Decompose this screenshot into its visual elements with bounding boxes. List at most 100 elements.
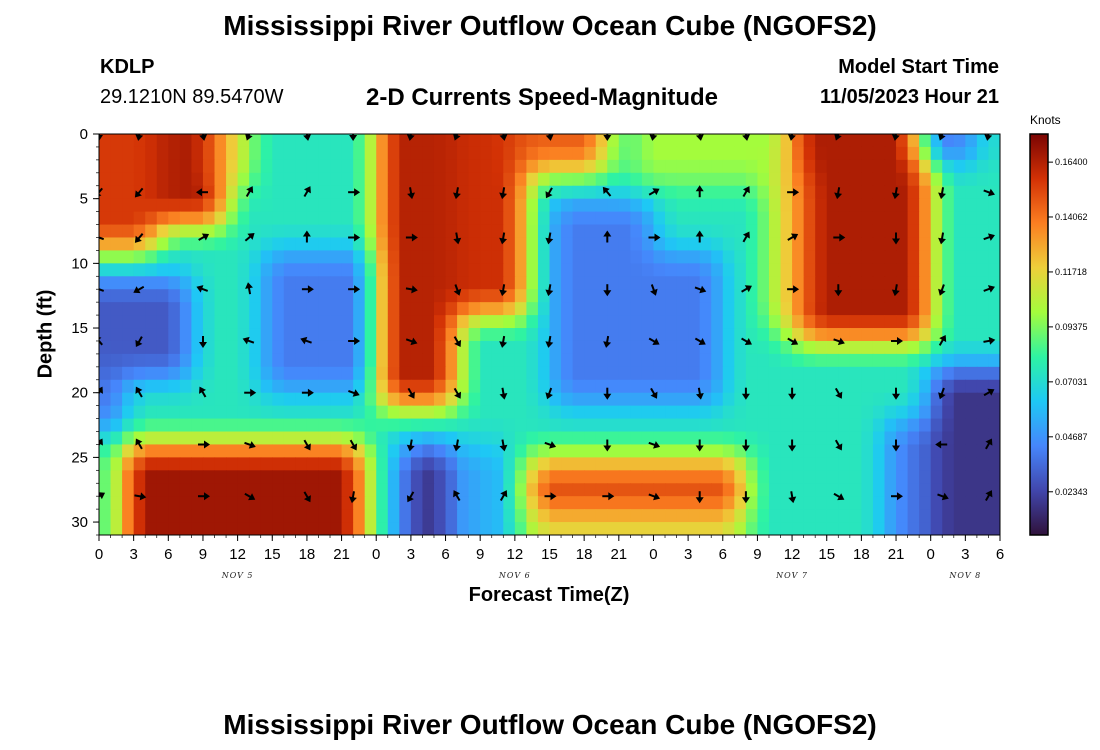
- heatmap-cell: [272, 353, 285, 368]
- heatmap-cell: [341, 263, 354, 277]
- heatmap-cell: [445, 250, 458, 264]
- heatmap-cell: [849, 379, 862, 394]
- current-arrow: [348, 389, 360, 397]
- heatmap-cell: [122, 522, 135, 535]
- heatmap-cell: [445, 263, 458, 277]
- heatmap-cell: [618, 237, 631, 252]
- heatmap-cell: [861, 289, 874, 303]
- current-arrow: [499, 187, 508, 200]
- heatmap-cell: [607, 405, 620, 420]
- heatmap-cell: [976, 418, 990, 433]
- heatmap-cell: [399, 328, 412, 342]
- heatmap-cell: [445, 522, 458, 535]
- current-arrow: [983, 285, 995, 293]
- heatmap-cell: [191, 172, 204, 187]
- heatmap-cell: [318, 392, 331, 407]
- heatmap-cell: [953, 379, 966, 394]
- arrow-head: [788, 496, 797, 504]
- heatmap-cell: [595, 431, 608, 446]
- arrow-head: [454, 391, 462, 399]
- heatmap-cell: [480, 289, 493, 303]
- heatmap-cell: [861, 496, 874, 510]
- heatmap-cell: [503, 146, 516, 161]
- heatmap-cell: [630, 146, 643, 161]
- heatmap-cell: [688, 237, 701, 252]
- heatmap-cell: [226, 392, 239, 407]
- heatmap-cell: [688, 392, 701, 407]
- x-tick-label: 0: [95, 546, 103, 563]
- heatmap-cell: [526, 224, 539, 239]
- heatmap-cell: [653, 211, 666, 226]
- heatmap-cell: [179, 159, 193, 174]
- heatmap-cell: [665, 483, 678, 497]
- heatmap-cell: [734, 483, 747, 497]
- heatmap-cell: [226, 134, 239, 148]
- heatmap-cell: [780, 159, 793, 174]
- heatmap-cell: [202, 444, 216, 458]
- arrow-head: [834, 192, 843, 200]
- heatmap-cell: [179, 457, 193, 471]
- heatmap-cell: [930, 198, 943, 213]
- heatmap-cell: [965, 211, 978, 226]
- heatmap-cell: [665, 302, 678, 316]
- heatmap-cell: [561, 470, 574, 484]
- heatmap-cell: [410, 302, 424, 316]
- heatmap-cell: [537, 276, 551, 290]
- y-tick-label: 30: [71, 514, 88, 531]
- heatmap-cell: [665, 185, 678, 200]
- heatmap-cell: [561, 444, 574, 458]
- heatmap-cell: [549, 483, 562, 497]
- heatmap-cell: [653, 522, 666, 535]
- heatmap-cell: [156, 211, 169, 226]
- heatmap-cell: [295, 405, 308, 420]
- heatmap-cell: [549, 328, 562, 342]
- heatmap-cell: [122, 237, 135, 252]
- heatmap-cell: [156, 366, 169, 381]
- heatmap-cell: [156, 522, 169, 535]
- heatmap-cell: [861, 379, 874, 394]
- heatmap-cell: [295, 315, 308, 329]
- heatmap-cell: [480, 392, 493, 407]
- heatmap-cell: [445, 315, 458, 329]
- heatmap-cell: [260, 237, 273, 252]
- heatmap-cell: [410, 353, 424, 368]
- heatmap-cell: [699, 418, 712, 433]
- heatmap-cell: [422, 379, 435, 394]
- y-axis-label: Depth (ft): [34, 289, 57, 379]
- heatmap-cell: [330, 328, 343, 342]
- heatmap-cell: [526, 237, 539, 252]
- heatmap-cell: [595, 328, 608, 342]
- arrow-head: [303, 186, 311, 194]
- heatmap-cell: [110, 185, 123, 200]
- heatmap-cell: [965, 237, 978, 252]
- heatmap-cell: [607, 379, 620, 394]
- heatmap-cell: [295, 276, 308, 290]
- heatmap-cell: [156, 237, 169, 252]
- arrow-head: [892, 238, 900, 245]
- heatmap-cell: [976, 522, 990, 535]
- heatmap-cell: [630, 263, 643, 277]
- heatmap-cell: [780, 185, 793, 200]
- heatmap-cell: [630, 509, 643, 523]
- heatmap-cell: [549, 263, 562, 277]
- heatmap-cell: [272, 522, 285, 535]
- heatmap-cell: [433, 379, 447, 394]
- heatmap-cell: [99, 302, 112, 316]
- heatmap-cell: [526, 483, 539, 497]
- heatmap-cell: [757, 237, 770, 252]
- heatmap-cell: [780, 237, 793, 252]
- model-start-value: 11/05/2023 Hour 21: [819, 86, 999, 108]
- heatmap-cell: [156, 146, 169, 161]
- heatmap-cell: [838, 302, 851, 316]
- current-arrow: [788, 439, 797, 452]
- heatmap-cell: [226, 185, 239, 200]
- arrow-head: [453, 490, 461, 498]
- heatmap-cell: [514, 289, 527, 303]
- heatmap-cell: [433, 418, 447, 433]
- heatmap-cell: [780, 250, 793, 264]
- heatmap-cell: [815, 431, 828, 446]
- heatmap-cell: [965, 405, 978, 420]
- heatmap-cell: [330, 431, 343, 446]
- heatmap-cell: [595, 353, 608, 368]
- heatmap-cell: [849, 328, 862, 342]
